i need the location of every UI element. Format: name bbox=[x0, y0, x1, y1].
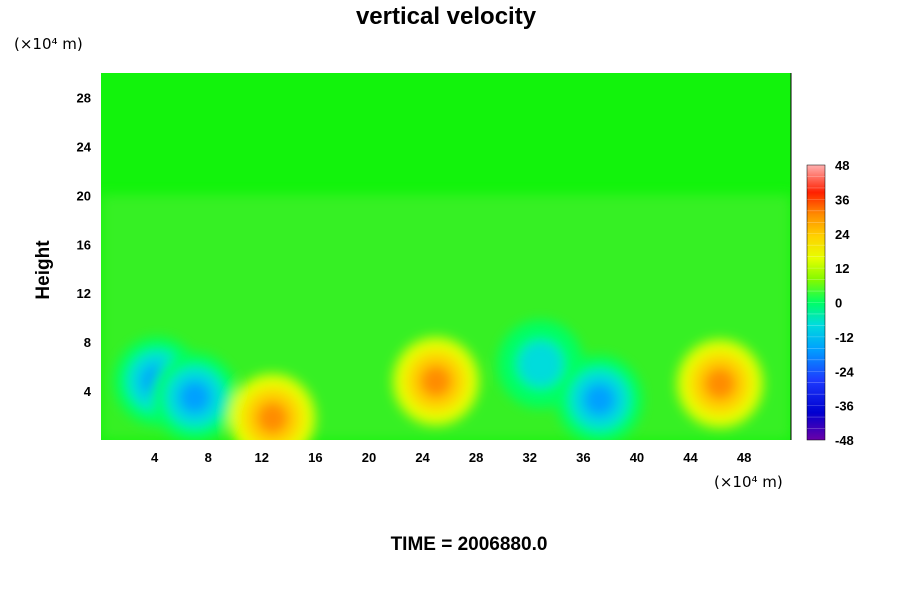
x-tick-label: 36 bbox=[576, 450, 590, 465]
x-tick-label: 4 bbox=[151, 450, 159, 465]
x-tick-labels: 4 8 12 16 20 24 28 32 36 40 44 48 bbox=[151, 450, 751, 465]
x-tick-label: 48 bbox=[737, 450, 751, 465]
x-tick-label: 40 bbox=[630, 450, 644, 465]
x-tick-label: 8 bbox=[205, 450, 212, 465]
y-tick-label: 12 bbox=[77, 286, 91, 301]
field-features bbox=[114, 320, 763, 440]
colorbar-tick-label: 0 bbox=[835, 296, 842, 311]
colorbar-tick-labels: 48 36 24 12 0 -12 -24 -36 -48 bbox=[835, 158, 855, 448]
y-tick-label: 24 bbox=[77, 139, 92, 154]
x-tick-label: 16 bbox=[308, 450, 322, 465]
field-feature-contour bbox=[185, 387, 205, 407]
colorbar-tick-label: -48 bbox=[835, 433, 854, 448]
colorbar-tick-label: -12 bbox=[835, 330, 854, 345]
y-tick-label: 28 bbox=[77, 90, 91, 105]
colorbar-tick-label: -36 bbox=[835, 399, 854, 414]
field-feature-contour bbox=[531, 354, 550, 374]
colorbar bbox=[806, 164, 826, 441]
field-feature-contour bbox=[263, 408, 282, 428]
y-axis-label: Height bbox=[33, 240, 54, 300]
plot-area bbox=[101, 73, 791, 440]
field-feature-contour bbox=[710, 374, 730, 394]
y-tick-label: 8 bbox=[84, 335, 91, 350]
colorbar-tick-label: -24 bbox=[835, 364, 855, 379]
x-unit-label: (×10⁴ m) bbox=[714, 473, 783, 491]
time-label: TIME = 2006880.0 bbox=[391, 534, 548, 555]
x-tick-label: 24 bbox=[415, 450, 430, 465]
y-tick-labels: 4 8 12 16 20 24 28 bbox=[77, 90, 92, 399]
colorbar-tick-label: 48 bbox=[835, 158, 849, 173]
x-tick-label: 32 bbox=[523, 450, 537, 465]
y-tick-label: 4 bbox=[84, 384, 92, 399]
x-tick-label: 12 bbox=[255, 450, 269, 465]
field-feature-contour bbox=[589, 389, 609, 410]
y-tick-label: 16 bbox=[77, 237, 91, 252]
y-unit-label: (×10⁴ m) bbox=[14, 35, 83, 53]
colorbar-tick-label: 24 bbox=[835, 227, 850, 242]
colorbar-bands bbox=[807, 176, 825, 429]
colorbar-tick-label: 36 bbox=[835, 192, 849, 207]
x-tick-label: 20 bbox=[362, 450, 376, 465]
field-feature-contour bbox=[426, 371, 446, 391]
x-tick-label: 44 bbox=[683, 450, 698, 465]
y-tick-label: 20 bbox=[77, 188, 91, 203]
colorbar-tick-label: 12 bbox=[835, 261, 849, 276]
x-tick-label: 28 bbox=[469, 450, 483, 465]
chart-title: vertical velocity bbox=[356, 3, 537, 30]
